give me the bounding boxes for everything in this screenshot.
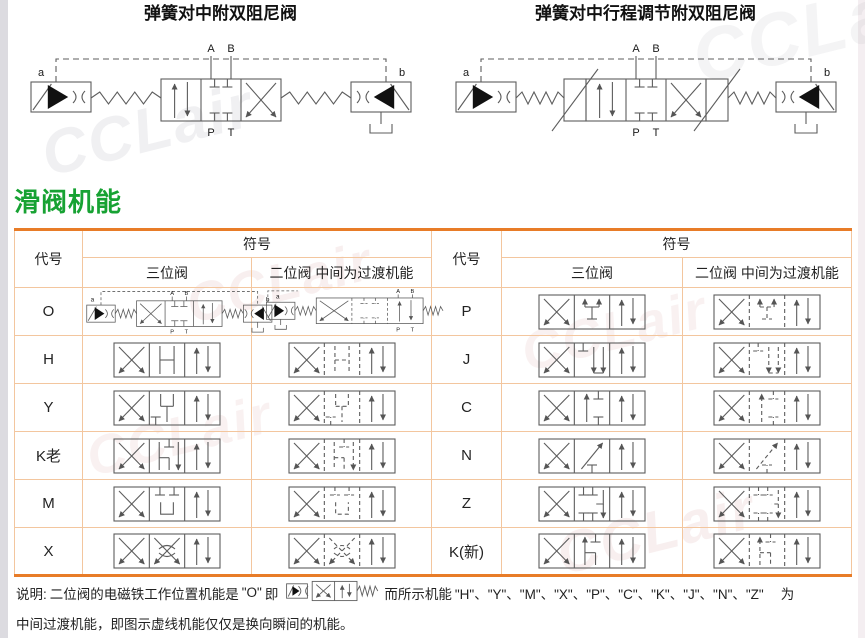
svg-text:B: B (652, 43, 659, 55)
svg-text:A: A (170, 291, 174, 297)
svg-text:P: P (632, 127, 639, 139)
svg-text:T: T (227, 127, 234, 139)
table-row: Y C (14, 383, 852, 432)
valve-symbol-cell (682, 383, 852, 432)
svg-text:B: B (411, 289, 415, 295)
valve-symbol-cell (682, 287, 852, 336)
inline-valve-symbol (285, 578, 381, 607)
note-o-code: "O" (241, 585, 262, 600)
svg-text:B: B (185, 291, 189, 297)
note: 说明: 二位阀的电磁铁工作位置机能是 "O" 即 而所示机能 "H"、"Y"、"… (16, 578, 852, 633)
valve-code: X (14, 527, 83, 576)
header-symbol-right: 符号 (501, 229, 852, 258)
svg-text:P: P (207, 127, 214, 139)
valve-symbol-cell (82, 479, 252, 528)
valve-symbol-cell (251, 527, 432, 576)
note-line-2: 中间过渡机能，即图示虚线机能仅仅是换向瞬间的机能。 (16, 617, 354, 632)
svg-text:T: T (652, 127, 659, 139)
valve-symbol-cell (501, 383, 683, 432)
note-label: 说明: (16, 586, 47, 602)
note-text: 二位阀的电磁铁工作位置机能是 (49, 586, 239, 602)
header-three-pos-left: 三位阀 (82, 257, 252, 288)
svg-text:T: T (411, 327, 415, 333)
svg-text:A: A (632, 43, 640, 55)
valve-symbol-cell (682, 479, 852, 528)
valve-symbol-cell (82, 335, 252, 384)
table-header-row-1: 代号 符号 代号 符号 (14, 229, 852, 288)
valve-code: O (14, 287, 83, 336)
valve-symbol-cell (501, 527, 683, 576)
header-code-right: 代号 (431, 229, 502, 288)
valve-symbol-cell: a A B P T (251, 287, 444, 336)
svg-text:A: A (396, 289, 400, 295)
diagram-title: 弹簧对中附双阻尼阀 (144, 4, 297, 23)
svg-text:T: T (185, 330, 189, 335)
valve-code: J (431, 335, 502, 384)
note-text: 为 (780, 586, 795, 602)
header-two-pos-right: 二位阀 中间为过渡机能 (682, 257, 852, 288)
valve-symbol-cell (82, 383, 252, 432)
valve-code: N (431, 431, 502, 480)
diagram-title: 弹簧对中行程调节附双阻尼阀 (535, 4, 756, 23)
valve-symbol-cell (682, 527, 852, 576)
table-row: M Z (14, 479, 852, 528)
table-row: X K(新) (14, 527, 852, 576)
valve-symbol-cell (682, 431, 852, 480)
table-row: H J (14, 335, 852, 384)
note-text: 而所示机能 (384, 586, 452, 602)
valve-symbol-cell (251, 479, 432, 528)
valve-code: H (14, 335, 83, 384)
valve-code: C (431, 383, 502, 432)
note-line-1: 说明: 二位阀的电磁铁工作位置机能是 "O" 即 而所示机能 "H"、"Y"、"… (16, 578, 852, 607)
page-edge-left (0, 0, 8, 638)
table-header-row-2: 三位阀 二位阀 中间为过渡机能 三位阀 二位阀 中间为过渡机能 (15, 257, 852, 288)
table-row: K老 N (14, 431, 852, 480)
svg-text:a: a (37, 67, 44, 79)
header-two-pos-left: 二位阀 中间为过渡机能 (251, 257, 432, 288)
svg-text:a: a (462, 67, 469, 79)
section-title: 滑阀机能 (14, 187, 123, 217)
svg-text:b: b (823, 67, 829, 79)
valve-symbol-cell (82, 431, 252, 480)
svg-text:b: b (398, 67, 404, 79)
svg-text:a: a (276, 294, 280, 301)
valve-symbol-cell (501, 287, 683, 336)
header-code-left: 代号 (14, 229, 83, 288)
svg-text:P: P (396, 327, 400, 333)
svg-text:B: B (227, 43, 234, 55)
svg-text:A: A (207, 43, 215, 55)
valve-symbol-cell (501, 431, 683, 480)
page-edge-right (858, 0, 865, 638)
valve-symbol-cell (501, 335, 683, 384)
valve-code: K(新) (431, 527, 502, 576)
valve-code: Z (431, 479, 502, 528)
valve-symbol-cell (251, 431, 432, 480)
valve-symbol-cell (501, 479, 683, 528)
svg-text:a: a (91, 297, 95, 304)
note-text: 即 (264, 586, 279, 602)
header-three-pos-right: 三位阀 (501, 257, 683, 288)
valve-symbol-cell (82, 527, 252, 576)
spool-function-table: 代号 符号 代号 符号 三位阀 二位阀 中间为过渡机能 三位阀 二位阀 中间为过… (14, 228, 852, 577)
svg-text:P: P (170, 330, 174, 335)
note-codes: "H"、"Y"、"M"、"X"、"P"、"C"、"K"、"J"、"N"、"Z" (454, 586, 764, 602)
valve-symbol-cell (682, 335, 852, 384)
valve-code: K老 (14, 431, 83, 480)
valve-code: Y (14, 383, 83, 432)
valve-symbol-cell (251, 383, 432, 432)
valve-symbol-cell (251, 335, 432, 384)
valve-code: M (14, 479, 83, 528)
header-symbol-left: 符号 (82, 229, 432, 258)
